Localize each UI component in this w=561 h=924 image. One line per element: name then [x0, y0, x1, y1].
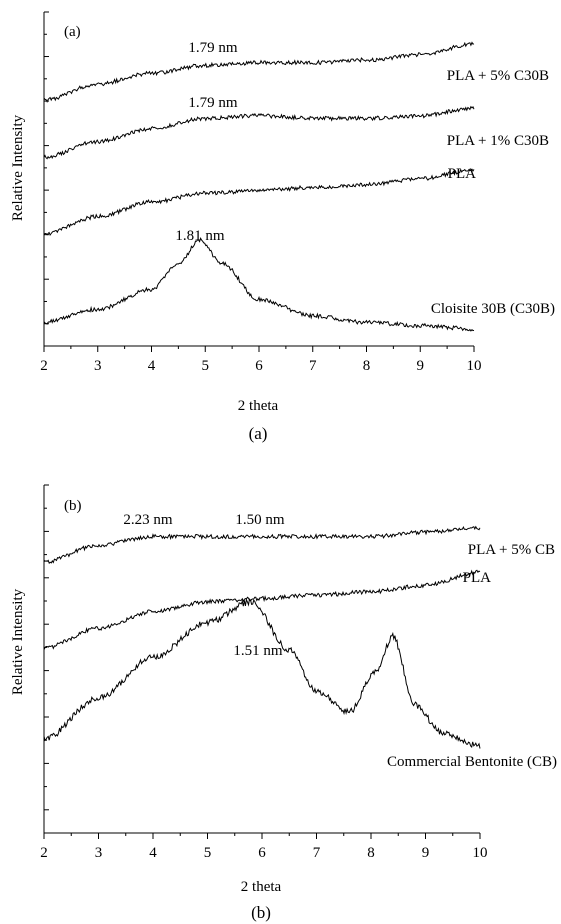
x-tick-label: 5	[202, 358, 210, 374]
peak-annotation: 2.23 nm	[123, 512, 173, 528]
series-line	[43, 41, 475, 103]
x-tick-label: 2	[40, 358, 48, 374]
peak-annotation: 1.81 nm	[175, 228, 225, 244]
x-tick-label: 10	[473, 845, 488, 861]
y-axis-label: Relative Intensity	[10, 588, 26, 695]
panel-tag: (b)	[64, 498, 82, 514]
peak-annotation: 1.79 nm	[188, 40, 238, 56]
x-tick-label: 3	[94, 358, 102, 374]
series-label: PLA + 5% C30B	[447, 68, 549, 84]
series-line	[43, 597, 481, 749]
x-tick-label: 4	[149, 845, 157, 861]
panel-caption: (a)	[249, 424, 268, 443]
peak-annotation: 1.79 nm	[188, 95, 238, 111]
peak-annotation: 1.51 nm	[233, 643, 283, 659]
panel-a-chart: 2 3 4 5 6 7 8 9 10 PLA + 5% C30B PLA + 1% C30B PLA C…	[10, 11, 555, 443]
series-line	[43, 237, 475, 332]
x-tick-label: 9	[417, 358, 425, 374]
x-tick-label: 6	[255, 358, 263, 374]
x-tick-label: 10	[467, 358, 482, 374]
series-line	[43, 525, 481, 564]
x-tick-label: 4	[148, 358, 156, 374]
x-axis-label: 2 theta	[241, 879, 282, 895]
panel-tag: (a)	[64, 24, 81, 40]
series-label: PLA	[448, 166, 477, 182]
series-label: Cloisite 30B (C30B)	[431, 301, 555, 317]
panel-b-chart: 2 3 4 5 6 7 8 9 10 PLA + 5% CB PLA Commercial Bento…	[10, 484, 557, 922]
x-tick-label: 8	[367, 845, 375, 861]
x-tick-label: 2	[40, 845, 48, 861]
peak-annotation: 1.50 nm	[235, 512, 285, 528]
x-tick-label: 7	[313, 845, 321, 861]
x-tick-label: 5	[204, 845, 212, 861]
x-tick-label: 8	[363, 358, 371, 374]
series-line	[43, 105, 475, 160]
series-label: Commercial Bentonite (CB)	[387, 754, 557, 770]
x-tick-label: 7	[309, 358, 317, 374]
x-tick-label: 3	[95, 845, 103, 861]
y-axis-label: Relative Intensity	[10, 114, 26, 221]
x-tick-label: 9	[422, 845, 430, 861]
series-label: PLA + 5% CB	[468, 542, 555, 558]
series-label: PLA	[463, 570, 492, 586]
series-label: PLA + 1% C30B	[447, 133, 549, 149]
series-line	[43, 569, 481, 650]
panel-caption: (b)	[251, 903, 271, 922]
x-tick-label: 6	[258, 845, 266, 861]
x-axis-label: 2 theta	[238, 398, 279, 414]
series-line	[43, 168, 475, 237]
